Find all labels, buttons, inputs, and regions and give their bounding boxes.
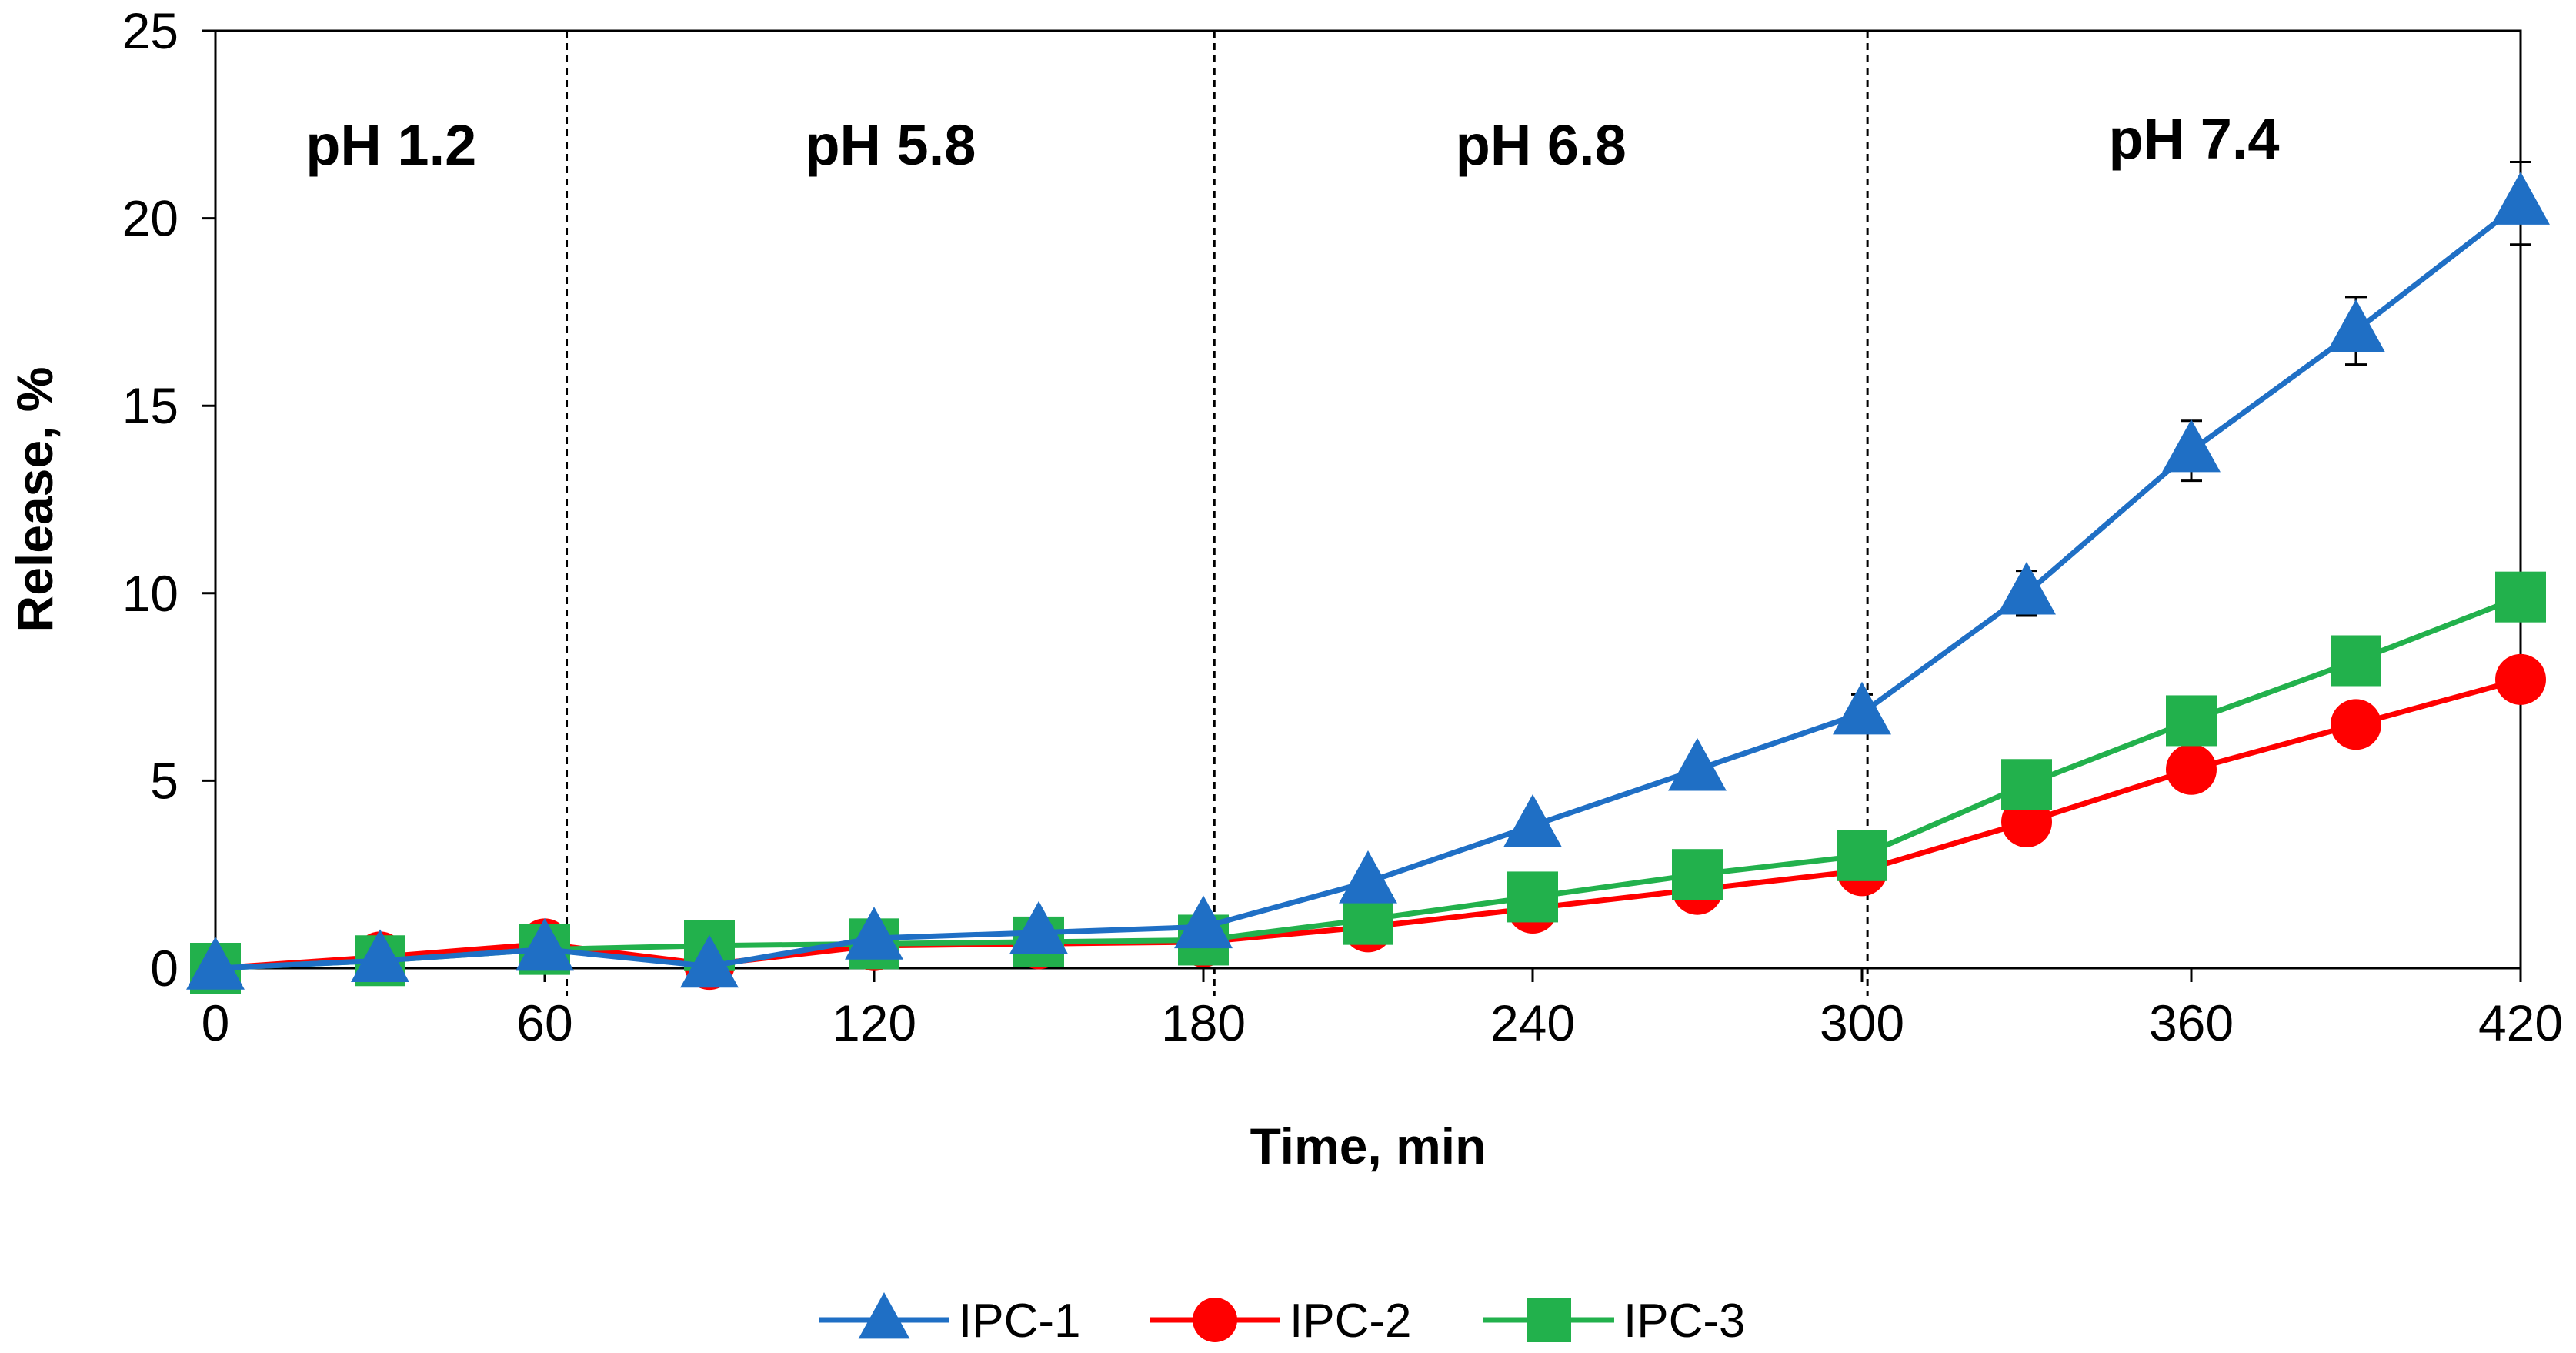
ph-region-label: pH 6.8 [1456, 113, 1627, 177]
triangle-marker [845, 907, 903, 960]
circle-marker [2166, 743, 2217, 795]
ph-region-label: pH 7.4 [2109, 107, 2280, 171]
triangle-marker [858, 1292, 910, 1339]
triangle-marker [1174, 895, 1233, 949]
legend-label: IPC-2 [1290, 1295, 1411, 1348]
axis-ticks: 0 60 120 180 240 300 360 420 0 5 10 15 20 25 [122, 2, 2563, 1051]
plot-area-frame [214, 29, 2522, 970]
x-tick-label: 240 [1490, 994, 1575, 1051]
triangle-marker [186, 937, 245, 990]
x-tick-label: 300 [1820, 994, 1904, 1051]
square-marker [2166, 695, 2217, 747]
ph-region-label: pH 5.8 [805, 113, 976, 177]
series-layer [186, 161, 2550, 994]
x-tick-label: 420 [2478, 994, 2563, 1051]
y-tick-label: 0 [150, 940, 179, 997]
square-marker [2001, 759, 2052, 810]
y-tick-label: 20 [122, 190, 179, 247]
ph-region-label: pH 1.2 [305, 113, 476, 177]
triangle-marker [516, 917, 574, 971]
y-tick-label: 5 [150, 752, 179, 809]
triangle-marker [1503, 793, 1562, 847]
x-tick-label: 60 [516, 994, 572, 1051]
triangle-marker [1668, 737, 1727, 791]
square-marker [1527, 1298, 1571, 1342]
triangle-marker [2162, 419, 2221, 473]
y-axis-title: Release, % [6, 367, 63, 633]
x-tick-label: 0 [202, 994, 230, 1051]
legend: IPC-1 IPC-2 IPC-3 [819, 1292, 1745, 1348]
triangle-marker [2491, 172, 2550, 225]
x-axis-title: Time, min [1250, 1117, 1487, 1174]
square-marker [1837, 830, 1887, 881]
x-tick-label: 120 [832, 994, 916, 1051]
triangle-marker [1997, 561, 2056, 615]
square-marker [2331, 635, 2381, 687]
square-marker [2495, 571, 2546, 623]
triangle-marker [680, 934, 739, 988]
circle-marker [1193, 1298, 1237, 1342]
y-tick-label: 25 [122, 2, 179, 59]
series-ipc-1 [186, 161, 2550, 990]
triangle-marker [1833, 681, 1891, 735]
triangle-marker [1009, 900, 1068, 954]
circle-marker [2495, 653, 2546, 705]
triangle-marker [2327, 299, 2385, 352]
x-tick-label: 180 [1161, 994, 1246, 1051]
triangle-marker [351, 929, 409, 982]
legend-label: IPC-3 [1623, 1295, 1745, 1348]
square-marker [1672, 849, 1723, 900]
square-marker [1507, 871, 1558, 923]
circle-marker [2331, 699, 2381, 750]
ph-region-labels: pH 1.2 pH 5.8 pH 6.8 pH 7.4 [305, 107, 2279, 177]
legend-label: IPC-1 [959, 1295, 1080, 1348]
x-tick-label: 360 [2149, 994, 2234, 1051]
triangle-marker [1339, 850, 1397, 904]
y-tick-label: 15 [122, 377, 179, 434]
y-tick-label: 10 [122, 565, 179, 622]
